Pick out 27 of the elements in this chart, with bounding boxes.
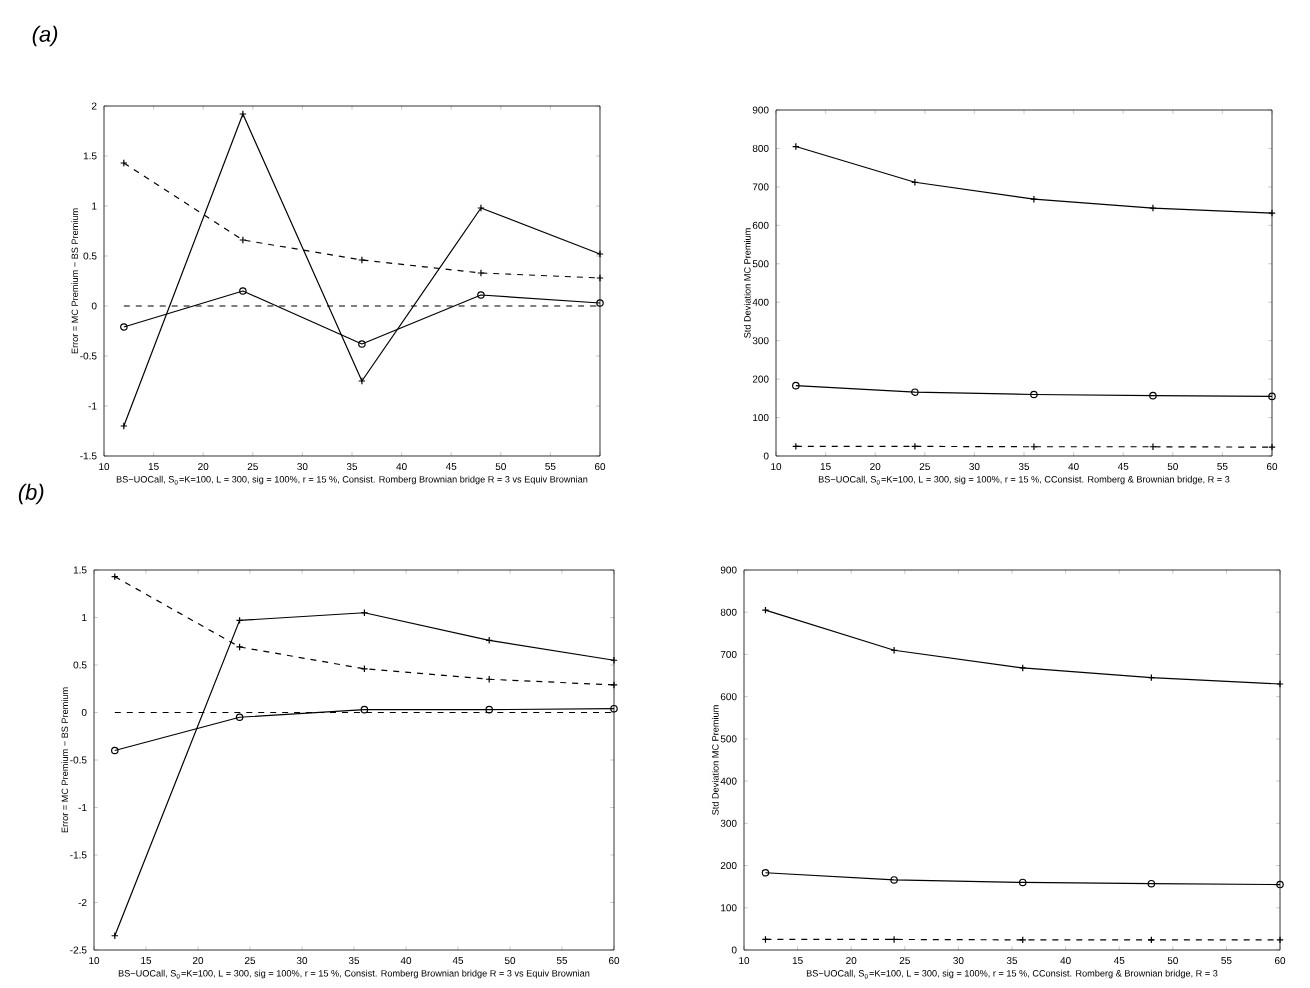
point xyxy=(358,377,366,385)
point xyxy=(890,876,898,884)
point xyxy=(239,110,247,118)
point xyxy=(610,681,618,689)
point xyxy=(911,388,919,396)
text: (a) xyxy=(32,25,58,47)
point xyxy=(239,236,247,244)
point xyxy=(1268,443,1276,451)
text: (b) xyxy=(18,483,44,505)
point xyxy=(596,274,604,282)
point xyxy=(1018,878,1027,887)
point xyxy=(1149,204,1157,212)
point xyxy=(477,269,485,277)
point xyxy=(358,256,366,264)
point xyxy=(1276,936,1284,944)
point xyxy=(1149,391,1157,400)
point xyxy=(477,204,485,212)
point xyxy=(1030,442,1038,451)
point xyxy=(239,287,247,295)
point xyxy=(1149,442,1157,451)
point xyxy=(485,705,493,714)
point xyxy=(235,713,244,722)
point xyxy=(360,705,369,714)
point xyxy=(358,340,366,348)
point xyxy=(477,291,485,299)
point xyxy=(1030,390,1038,399)
point xyxy=(1147,879,1156,888)
